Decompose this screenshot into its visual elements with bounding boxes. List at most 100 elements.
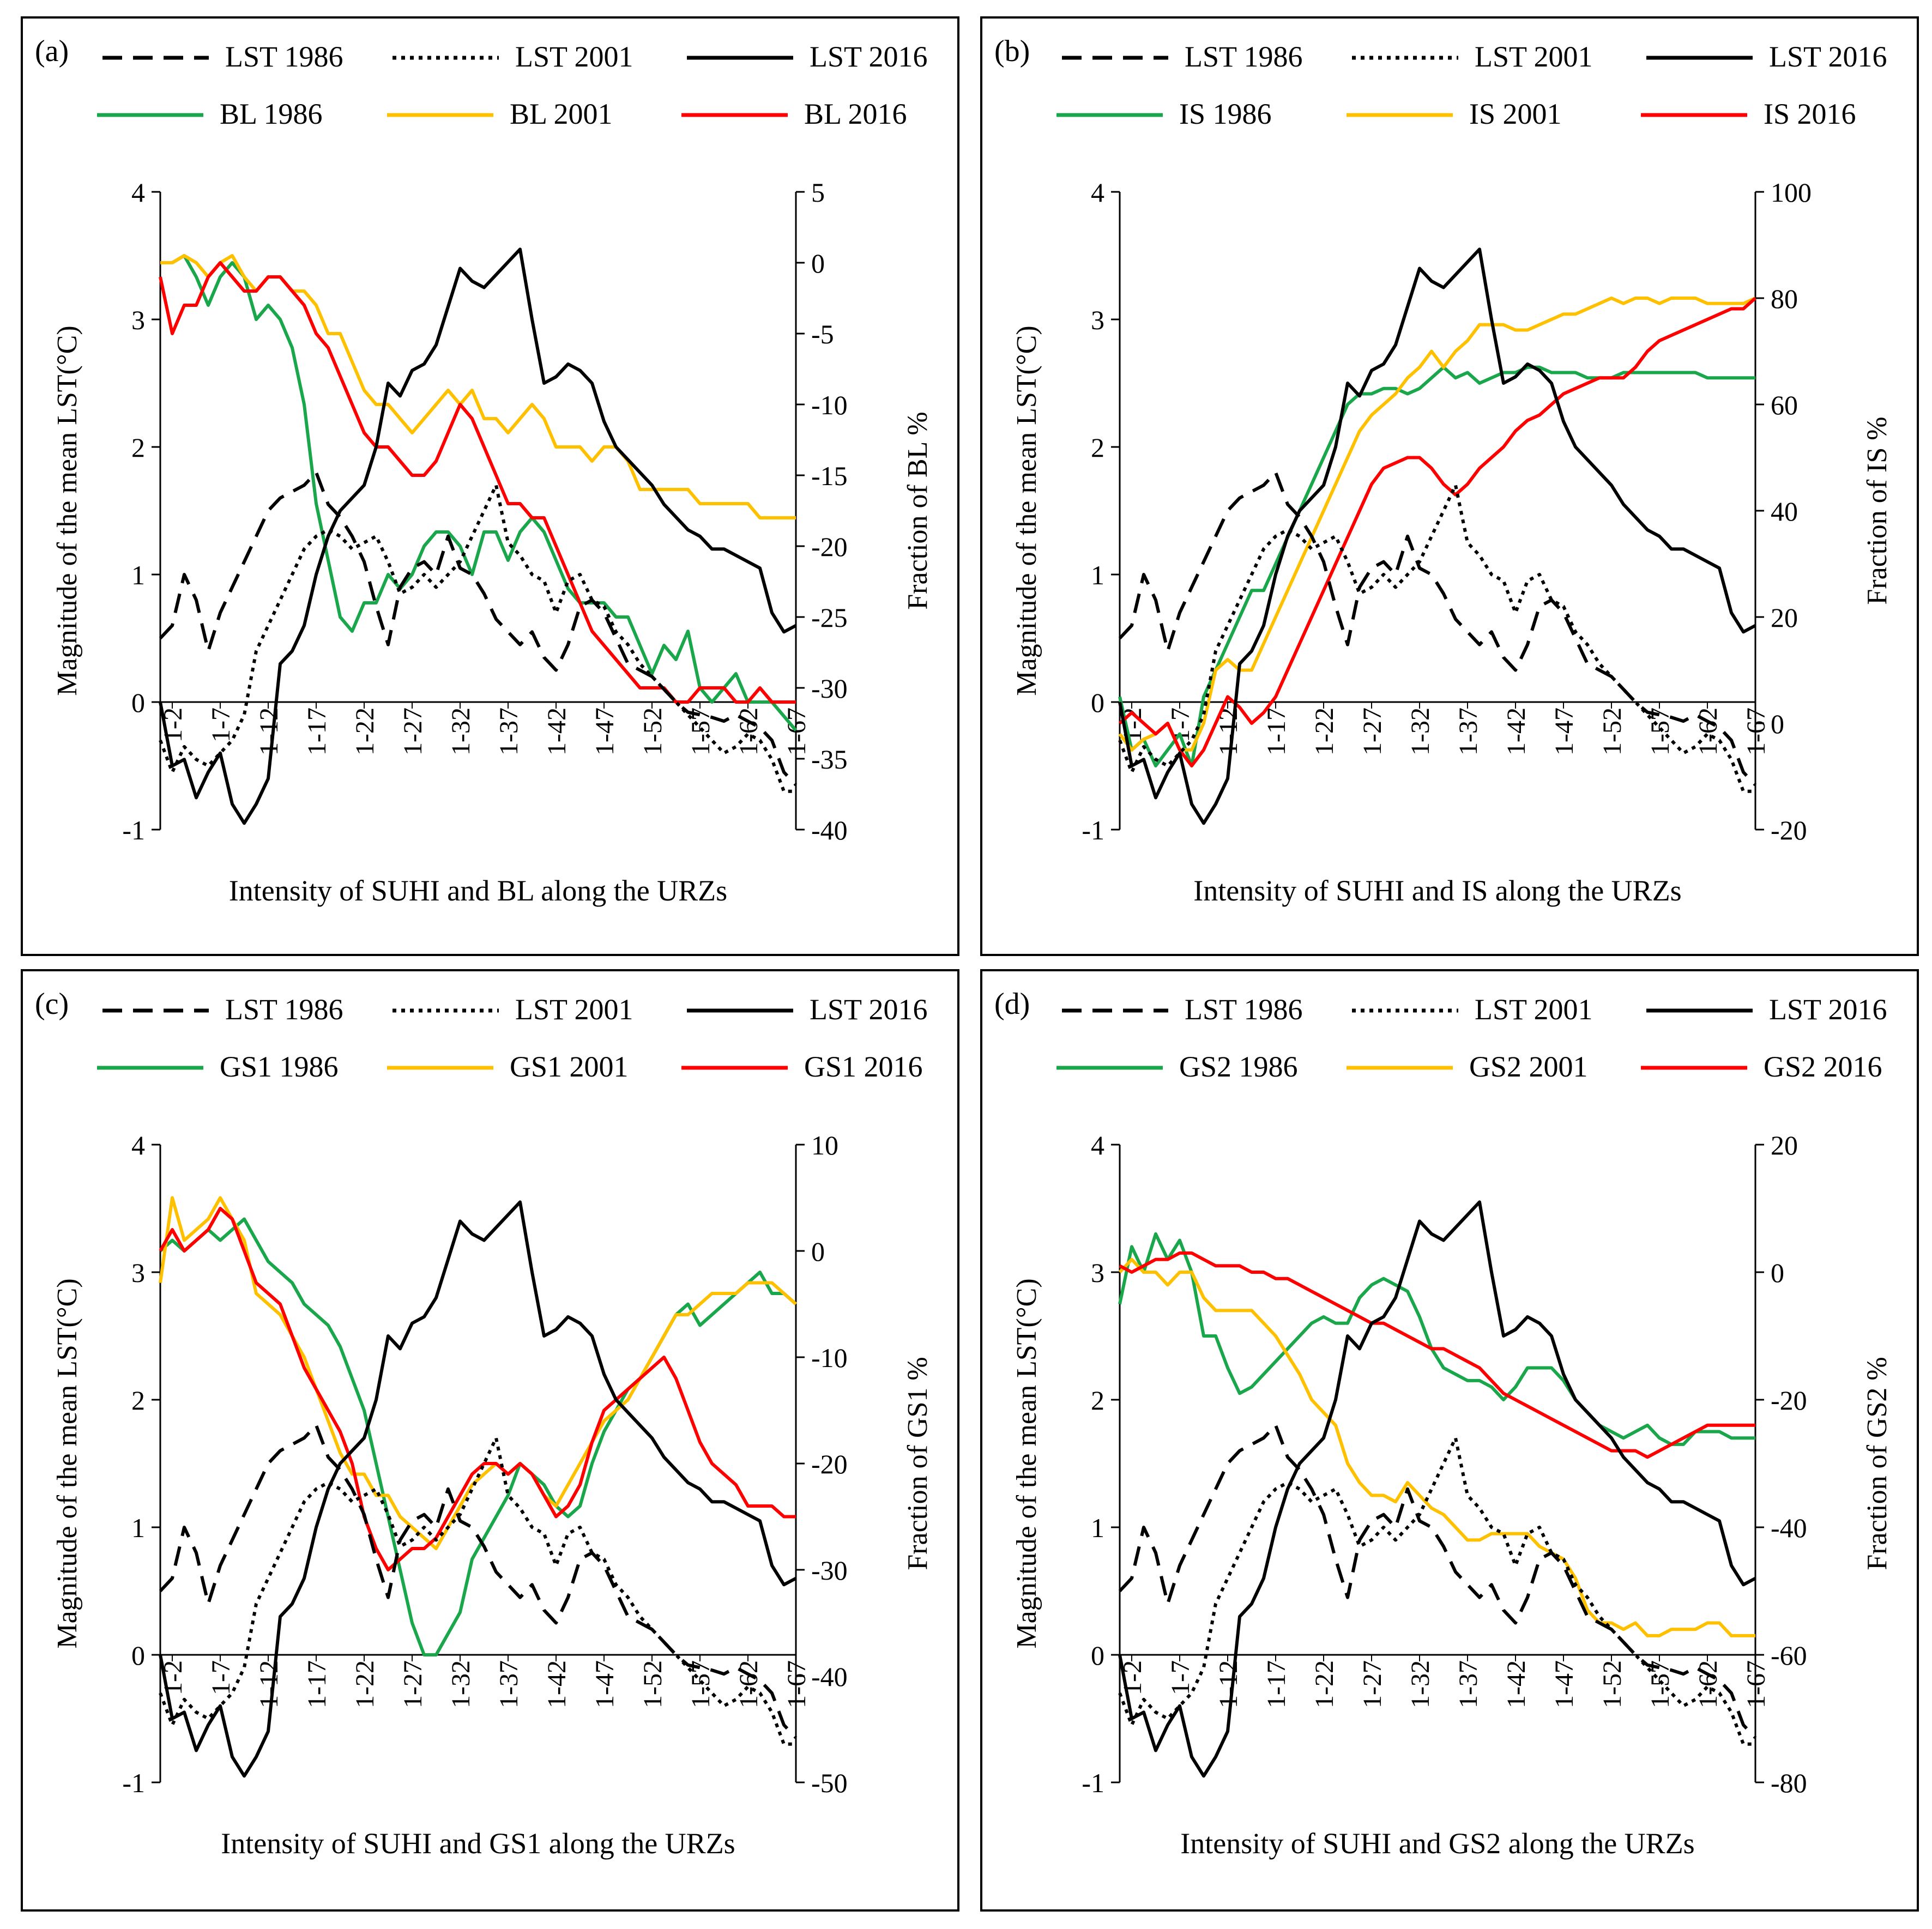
- right-tick-label: 40: [1771, 496, 1798, 527]
- left-tick-label: 1: [131, 560, 145, 590]
- x-tick-label: 1-32: [1406, 707, 1435, 755]
- x-tick-label: 1-42: [542, 1660, 571, 1708]
- x-tick-label: 1-67: [1742, 707, 1771, 755]
- left-tick-label: 3: [1091, 1257, 1104, 1288]
- left-axis-title: Magnitude of the mean LST(°C): [1011, 325, 1042, 696]
- left-axis-title: Magnitude of the mean LST(°C): [1011, 1278, 1042, 1648]
- series-is-1986: [1118, 365, 1755, 767]
- x-tick-label: 1-57: [686, 707, 715, 755]
- x-tick-label: 1-57: [1646, 707, 1675, 755]
- right-tick-label: -50: [811, 1768, 848, 1798]
- panel-frame: [21, 16, 959, 956]
- legend-label-y2001: GS2 2001: [1469, 1050, 1588, 1083]
- right-tick-label: -35: [811, 744, 848, 775]
- series-gs2-1986: [1118, 1232, 1755, 1446]
- left-axis-title: Magnitude of the mean LST(°C): [52, 325, 83, 696]
- legend-label-y1986: BL 1986: [220, 98, 323, 130]
- right-axis-title: Fraction of GS2 %: [1862, 1357, 1893, 1570]
- x-tick-label: 1-22: [1310, 1660, 1339, 1708]
- left-tick-label: -1: [1082, 815, 1104, 845]
- left-tick-label: 4: [1091, 1130, 1104, 1160]
- series-lst2001: [1118, 1436, 1755, 1746]
- x-tick-label: 1-52: [638, 1660, 667, 1708]
- left-tick-label: 0: [131, 687, 145, 718]
- left-tick-label: 0: [1091, 1640, 1104, 1671]
- x-tick-label: 1-52: [1598, 707, 1627, 755]
- series-gs2-2016: [1119, 1251, 1755, 1459]
- right-tick-label: -20: [811, 1449, 848, 1479]
- series-gs2-2001: [1118, 1257, 1755, 1637]
- right-tick-label: -20: [811, 531, 848, 562]
- x-axis-title: Intensity of SUHI and GS1 along the URZs: [221, 1827, 735, 1860]
- series-bl-2001: [160, 254, 796, 519]
- x-tick-label: 1-62: [734, 1660, 763, 1708]
- left-tick-label: 0: [1091, 687, 1104, 718]
- x-tick-label: 1-37: [1454, 1660, 1483, 1708]
- right-tick-label: -10: [811, 390, 848, 420]
- panel-frame: [980, 969, 1919, 1912]
- x-axis-title: Intensity of SUHI and BL along the URZs: [229, 874, 727, 907]
- right-tick-label: 0: [811, 1236, 825, 1267]
- x-axis-title: Intensity of SUHI and GS2 along the URZs: [1180, 1827, 1694, 1860]
- left-tick-label: 3: [131, 1257, 145, 1288]
- series-gs1-2001: [159, 1196, 797, 1550]
- right-tick-label: -25: [811, 602, 848, 633]
- left-tick-label: 2: [131, 1385, 145, 1416]
- right-tick-label: -30: [811, 673, 848, 704]
- right-tick-label: -80: [1771, 1768, 1807, 1798]
- left-tick-label: 4: [1091, 177, 1104, 208]
- x-tick-label: 1-27: [399, 707, 427, 755]
- left-tick-label: -1: [122, 1768, 145, 1798]
- legend-label-lst1986: LST 1986: [225, 993, 343, 1026]
- series-lst1986: [1118, 1423, 1757, 1739]
- x-tick-label: 1-37: [494, 707, 523, 755]
- legend-label-y1986: GS2 1986: [1179, 1050, 1298, 1083]
- x-tick-label: 1-12: [255, 1660, 283, 1708]
- x-tick-label: 1-47: [1550, 1660, 1579, 1708]
- series-lst1986: [159, 470, 798, 787]
- x-tick-label: 1-32: [446, 1660, 475, 1708]
- x-tick-label: 1-37: [1454, 707, 1483, 755]
- legend-label-lst2016: LST 2016: [1769, 40, 1887, 73]
- series-gs1-2016: [159, 1207, 796, 1571]
- series-bl-2016: [159, 261, 796, 704]
- x-tick-label: 1-52: [638, 707, 667, 755]
- x-tick-label: 1-57: [1646, 1660, 1675, 1708]
- x-tick-label: 1-47: [590, 707, 619, 755]
- x-tick-label: 1-47: [590, 1660, 619, 1708]
- right-tick-label: -40: [1771, 1513, 1807, 1543]
- x-tick-label: 1-7: [207, 1660, 236, 1695]
- x-tick-label: 1-12: [255, 707, 283, 755]
- left-tick-label: 1: [1091, 560, 1104, 590]
- x-tick-label: 1-22: [351, 707, 379, 755]
- right-tick-label: -20: [1771, 815, 1807, 845]
- x-tick-label: 1-27: [1358, 707, 1387, 755]
- legend-label-y2016: GS2 2016: [1764, 1050, 1882, 1083]
- x-tick-label: 1-67: [782, 707, 811, 755]
- right-tick-label: -40: [811, 815, 848, 845]
- legend-label-lst1986: LST 1986: [225, 40, 343, 73]
- right-tick-label: -15: [811, 461, 848, 491]
- x-tick-label: 1-47: [1550, 707, 1579, 755]
- right-tick-label: 5: [811, 177, 825, 208]
- right-tick-label: 0: [1771, 709, 1784, 739]
- right-tick-label: 0: [1771, 1257, 1784, 1288]
- right-tick-label: -30: [811, 1555, 848, 1586]
- right-tick-label: -40: [811, 1661, 848, 1692]
- panel-tag: (b): [994, 34, 1030, 68]
- x-tick-label: 1-62: [1694, 1660, 1723, 1708]
- x-tick-label: 1-12: [1214, 1660, 1243, 1708]
- series-is-2016: [1119, 297, 1756, 767]
- x-tick-label: 1-57: [686, 1660, 715, 1708]
- x-tick-label: 1-32: [1406, 1660, 1435, 1708]
- right-tick-label: -5: [811, 319, 834, 349]
- right-tick-label: 80: [1771, 283, 1798, 314]
- right-tick-label: -20: [1771, 1385, 1807, 1416]
- left-tick-label: 2: [131, 432, 145, 463]
- series-bl-1986: [160, 254, 798, 731]
